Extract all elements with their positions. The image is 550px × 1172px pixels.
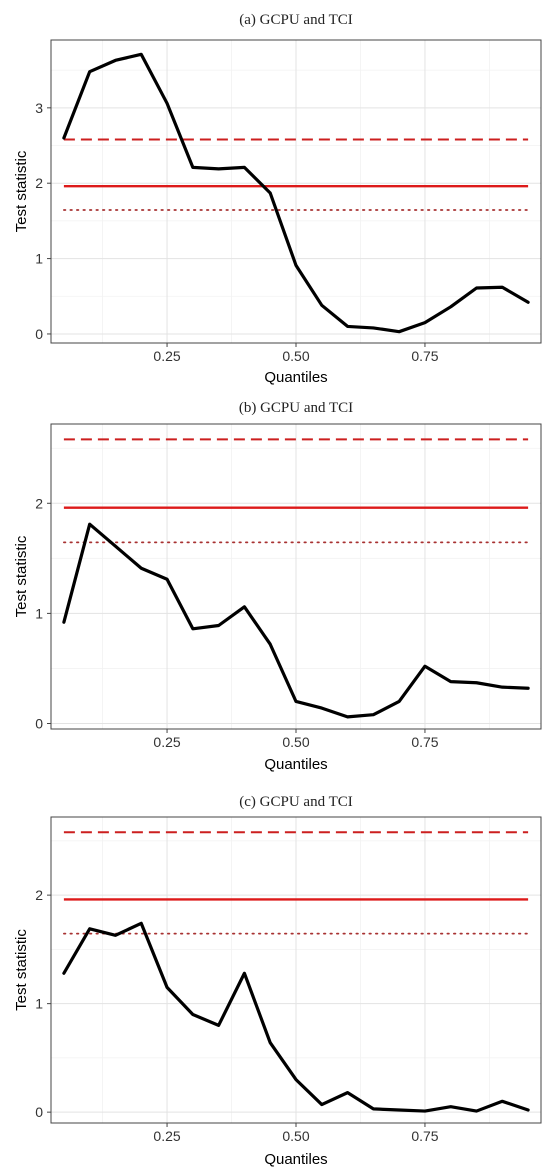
chart-panel: (b) GCPU and TCI 0.25 0.50 0.75 0 1 2 Quantiles… <box>13 400 542 773</box>
y-tick-label: 2 <box>35 495 43 511</box>
x-axis-title: Quantiles <box>264 369 327 386</box>
series-line <box>62 921 530 1113</box>
y-tick-label: 0 <box>35 326 43 342</box>
x-tick-label: 0.50 <box>282 1128 309 1144</box>
chart-title: (b) GCPU and TCI <box>239 400 353 416</box>
y-tick-label: 1 <box>35 251 43 267</box>
series-line <box>62 522 530 719</box>
x-tick-label: 0.25 <box>153 1128 180 1144</box>
y-tick-label: 0 <box>35 715 43 731</box>
y-tick-label: 0 <box>35 1104 43 1120</box>
y-tick-label: 1 <box>35 996 43 1012</box>
x-tick-label: 0.50 <box>282 734 309 750</box>
chart-title: (a) GCPU and TCI <box>239 12 352 28</box>
y-tick-label: 2 <box>35 175 43 191</box>
x-tick-label: 0.25 <box>153 348 180 364</box>
series-line <box>62 52 530 334</box>
y-tick-label: 3 <box>35 100 43 116</box>
chart-panel: (c) GCPU and TCI 0.25 0.50 0.75 0 1 2 Quantiles… <box>13 794 542 1168</box>
x-axis-title: Quantiles <box>264 1151 327 1168</box>
chart-title: (c) GCPU and TCI <box>239 794 352 810</box>
x-tick-label: 0.50 <box>282 348 309 364</box>
y-axis-title: Test statistic <box>13 150 30 232</box>
x-tick-label: 0.75 <box>411 1128 438 1144</box>
y-tick-label: 1 <box>35 605 43 621</box>
y-tick-label: 2 <box>35 887 43 903</box>
x-tick-label: 0.25 <box>153 734 180 750</box>
chart-panel: (a) GCPU and TCI 0.25 0.50 0.75 0 1 2 3 Quantile… <box>13 12 542 386</box>
x-tick-label: 0.75 <box>411 734 438 750</box>
x-axis-title: Quantiles <box>264 756 327 773</box>
y-axis-title: Test statistic <box>13 929 30 1011</box>
y-axis-title: Test statistic <box>13 535 30 617</box>
x-tick-label: 0.75 <box>411 348 438 364</box>
